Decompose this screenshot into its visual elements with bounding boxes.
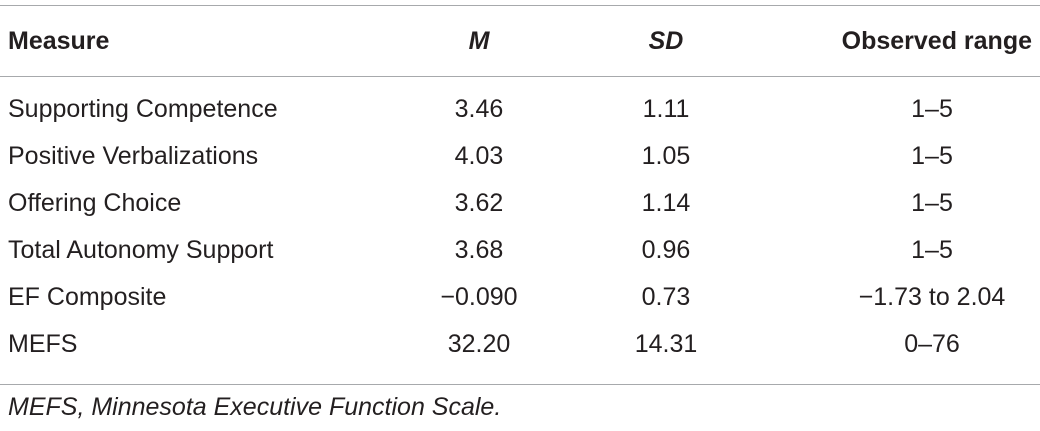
row-mean: 32.20 bbox=[447, 330, 511, 358]
row-range: 0–76 bbox=[904, 330, 960, 358]
row-mean: 3.62 bbox=[454, 189, 504, 217]
table-row: Positive Verbalizations 4.03 1.05 1–5 bbox=[0, 133, 1040, 180]
row-mean: −0.090 bbox=[440, 283, 518, 311]
table-row: Offering Choice 3.62 1.14 1–5 bbox=[0, 180, 1040, 227]
row-range: 1–5 bbox=[911, 236, 953, 264]
row-sd: 1.14 bbox=[641, 189, 691, 217]
descriptive-statistics-table: Measure M SD Observed range Supporting C… bbox=[0, 6, 1040, 368]
table-row: Total Autonomy Support 3.68 0.96 1–5 bbox=[0, 227, 1040, 274]
row-sd: 0.73 bbox=[641, 283, 691, 311]
row-mean: 3.46 bbox=[454, 95, 504, 123]
row-sd: 0.96 bbox=[641, 236, 691, 264]
row-mean: 3.68 bbox=[454, 236, 504, 264]
header-observed-range: Observed range bbox=[841, 26, 1032, 55]
table-top-rule bbox=[0, 5, 1040, 6]
table-header: Measure M SD Observed range bbox=[0, 6, 1040, 76]
row-mean: 4.03 bbox=[454, 142, 504, 170]
table-header-rule bbox=[0, 76, 1040, 77]
row-sd: 1.05 bbox=[641, 142, 691, 170]
row-sd: 1.11 bbox=[642, 95, 690, 123]
table-row: MEFS 32.20 14.31 0–76 bbox=[0, 321, 1040, 368]
row-measure: Positive Verbalizations bbox=[8, 142, 259, 170]
row-range: 1–5 bbox=[911, 189, 953, 217]
header-sd: SD bbox=[648, 26, 684, 55]
row-sd: 14.31 bbox=[634, 330, 698, 358]
table-footnote: MEFS, Minnesota Executive Function Scale… bbox=[8, 393, 502, 421]
table-row: Supporting Competence 3.46 1.11 1–5 bbox=[0, 76, 1040, 133]
row-measure: Total Autonomy Support bbox=[8, 236, 274, 264]
header-row: Measure M SD Observed range bbox=[0, 6, 1040, 76]
header-mean: M bbox=[468, 26, 490, 55]
table-bottom-rule bbox=[0, 384, 1040, 385]
row-measure: Offering Choice bbox=[8, 189, 182, 217]
table-row: EF Composite −0.090 0.73 −1.73 to 2.04 bbox=[0, 274, 1040, 321]
row-measure: MEFS bbox=[8, 330, 78, 358]
row-measure: Supporting Competence bbox=[8, 95, 278, 123]
row-range: 1–5 bbox=[911, 142, 953, 170]
row-measure: EF Composite bbox=[8, 283, 167, 311]
row-range: 1–5 bbox=[911, 95, 953, 123]
table-body: Supporting Competence 3.46 1.11 1–5 Posi… bbox=[0, 76, 1040, 368]
row-range: −1.73 to 2.04 bbox=[858, 283, 1006, 311]
header-measure: Measure bbox=[8, 26, 110, 55]
